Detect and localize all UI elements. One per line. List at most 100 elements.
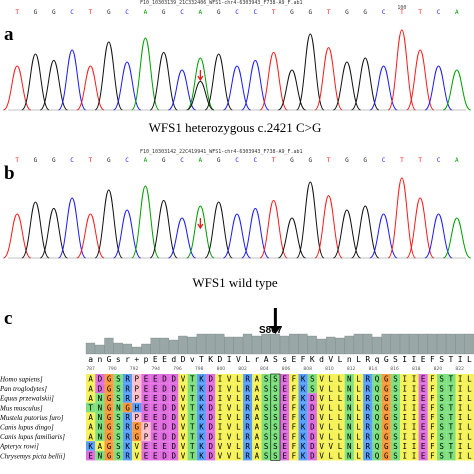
base-call-letter: G	[52, 9, 56, 16]
consensus-residue: G	[384, 355, 389, 364]
residue-letter: T	[449, 451, 454, 460]
position-tick: 810	[325, 366, 334, 372]
residue-letter: N	[98, 403, 103, 412]
residue-letter: A	[255, 413, 260, 422]
residue-cell	[104, 422, 114, 432]
consensus-residue: v	[190, 355, 195, 364]
residue-letter: D	[172, 403, 177, 412]
residue-letter: R	[125, 451, 130, 460]
residue-letter: L	[338, 451, 343, 460]
residue-cell	[455, 383, 465, 394]
residue-cell	[372, 393, 382, 403]
residue-cell	[381, 402, 391, 413]
residue-letter: D	[98, 375, 103, 384]
residue-cell	[464, 422, 474, 432]
residue-cell	[316, 374, 327, 384]
panel-b-file-label: F10_10303142_22C419941_WFS1-chr4-6303943…	[140, 149, 303, 155]
residue-cell	[298, 431, 308, 442]
residue-letter: G	[107, 442, 112, 451]
residue-letter: Q	[375, 423, 380, 432]
residue-cell	[178, 422, 188, 432]
residue-cell	[307, 374, 317, 384]
residue-cell	[437, 441, 447, 451]
mutation-marker-arrow	[197, 218, 204, 230]
residue-cell	[243, 412, 253, 422]
chromatogram-peak	[369, 65, 398, 111]
residue-letter: D	[172, 375, 177, 384]
residue-letter: L	[467, 375, 472, 384]
consensus-residue: d	[319, 355, 324, 364]
residue-letter: L	[329, 423, 334, 432]
chromatogram-peak	[405, 197, 435, 259]
residue-cell	[187, 393, 197, 403]
residue-letter: L	[329, 451, 334, 460]
residue-letter: V	[227, 442, 232, 451]
position-tick: 814	[369, 366, 378, 372]
residue-letter: D	[208, 442, 213, 451]
residue-letter: S	[116, 375, 121, 384]
consensus-residue: r	[125, 355, 130, 364]
residue-cell	[196, 412, 207, 422]
residue-cell	[206, 431, 216, 442]
species-label: Canis lupus familiaris]	[0, 433, 65, 441]
residue-letter: S	[393, 394, 398, 403]
residue-cell	[104, 402, 114, 413]
residue-letter: S	[393, 451, 398, 460]
residue-cell	[132, 383, 142, 394]
conservation-bar	[270, 333, 280, 355]
residue-letter: L	[356, 394, 361, 403]
base-call-letter: T	[400, 157, 404, 164]
base-call-letter: C	[70, 9, 74, 16]
residue-cell	[381, 450, 391, 461]
residue-cell	[390, 441, 401, 451]
residue-letter: L	[236, 423, 241, 432]
residue-cell	[455, 402, 465, 413]
residue-letter: S	[116, 432, 121, 441]
residue-cell	[270, 383, 280, 394]
residue-cell	[113, 393, 123, 403]
residue-letter: V	[218, 451, 223, 460]
residue-cell	[113, 450, 123, 461]
residue-letter: D	[310, 423, 315, 432]
residue-cell	[132, 412, 142, 422]
residue-cell	[280, 450, 290, 461]
conservation-bar	[344, 335, 354, 355]
residue-cell	[280, 441, 290, 451]
base-call-letter: G	[52, 157, 56, 164]
residue-letter: R	[245, 384, 250, 393]
residue-letter: V	[319, 375, 324, 384]
base-call-letter: G	[308, 157, 312, 164]
chromatogram-peak	[94, 189, 123, 259]
base-call-letter: G	[107, 157, 111, 164]
residue-letter: A	[88, 394, 93, 403]
conservation-bar	[132, 346, 142, 355]
residue-cell	[132, 450, 142, 461]
residue-cell	[261, 441, 271, 451]
residue-letter: R	[366, 375, 371, 384]
residue-letter: P	[135, 413, 140, 422]
residue-cell	[169, 422, 179, 432]
residue-letter: S	[273, 403, 278, 412]
residue-letter: E	[282, 375, 287, 384]
position-tick: 816	[390, 366, 399, 372]
residue-cell	[141, 422, 151, 432]
residue-cell	[261, 412, 271, 422]
residue-cell	[104, 383, 114, 394]
residue-letter: V	[227, 432, 232, 441]
residue-cell	[159, 450, 170, 461]
residue-letter: R	[245, 375, 250, 384]
residue-cell	[206, 422, 216, 432]
residue-letter: V	[181, 375, 186, 384]
chromatogram-peak	[296, 33, 325, 111]
residue-letter: I	[458, 375, 463, 384]
residue-cell	[390, 431, 401, 442]
residue-cell	[159, 402, 170, 413]
residue-cell	[187, 431, 197, 442]
base-call-letter: C	[382, 9, 386, 16]
residue-letter: R	[245, 432, 250, 441]
residue-letter: E	[144, 403, 149, 412]
residue-cell	[141, 431, 151, 442]
chromatogram-peak	[259, 199, 288, 259]
residue-letter: A	[255, 423, 260, 432]
